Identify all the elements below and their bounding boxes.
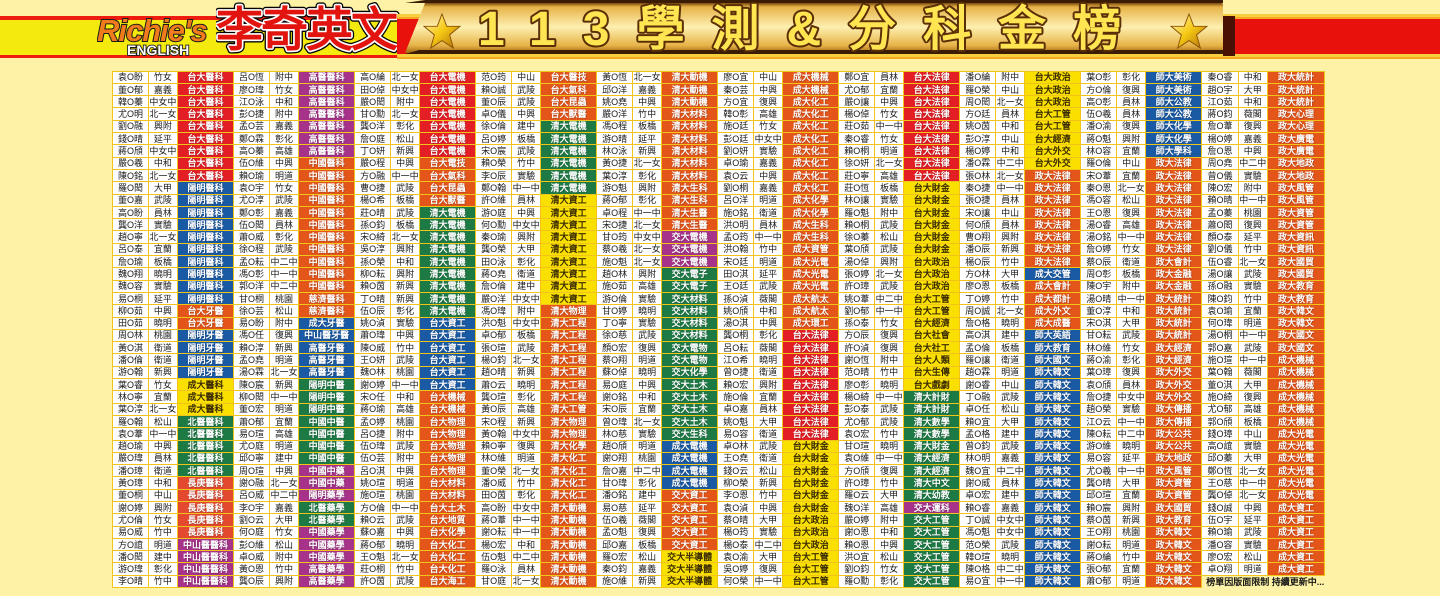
svg-text:113學測&分科金榜: 113學測&分科金榜: [478, 3, 1148, 56]
svg-text:李奇英文: 李奇英文: [216, 3, 398, 56]
svg-text:ENGLISH: ENGLISH: [127, 42, 189, 58]
